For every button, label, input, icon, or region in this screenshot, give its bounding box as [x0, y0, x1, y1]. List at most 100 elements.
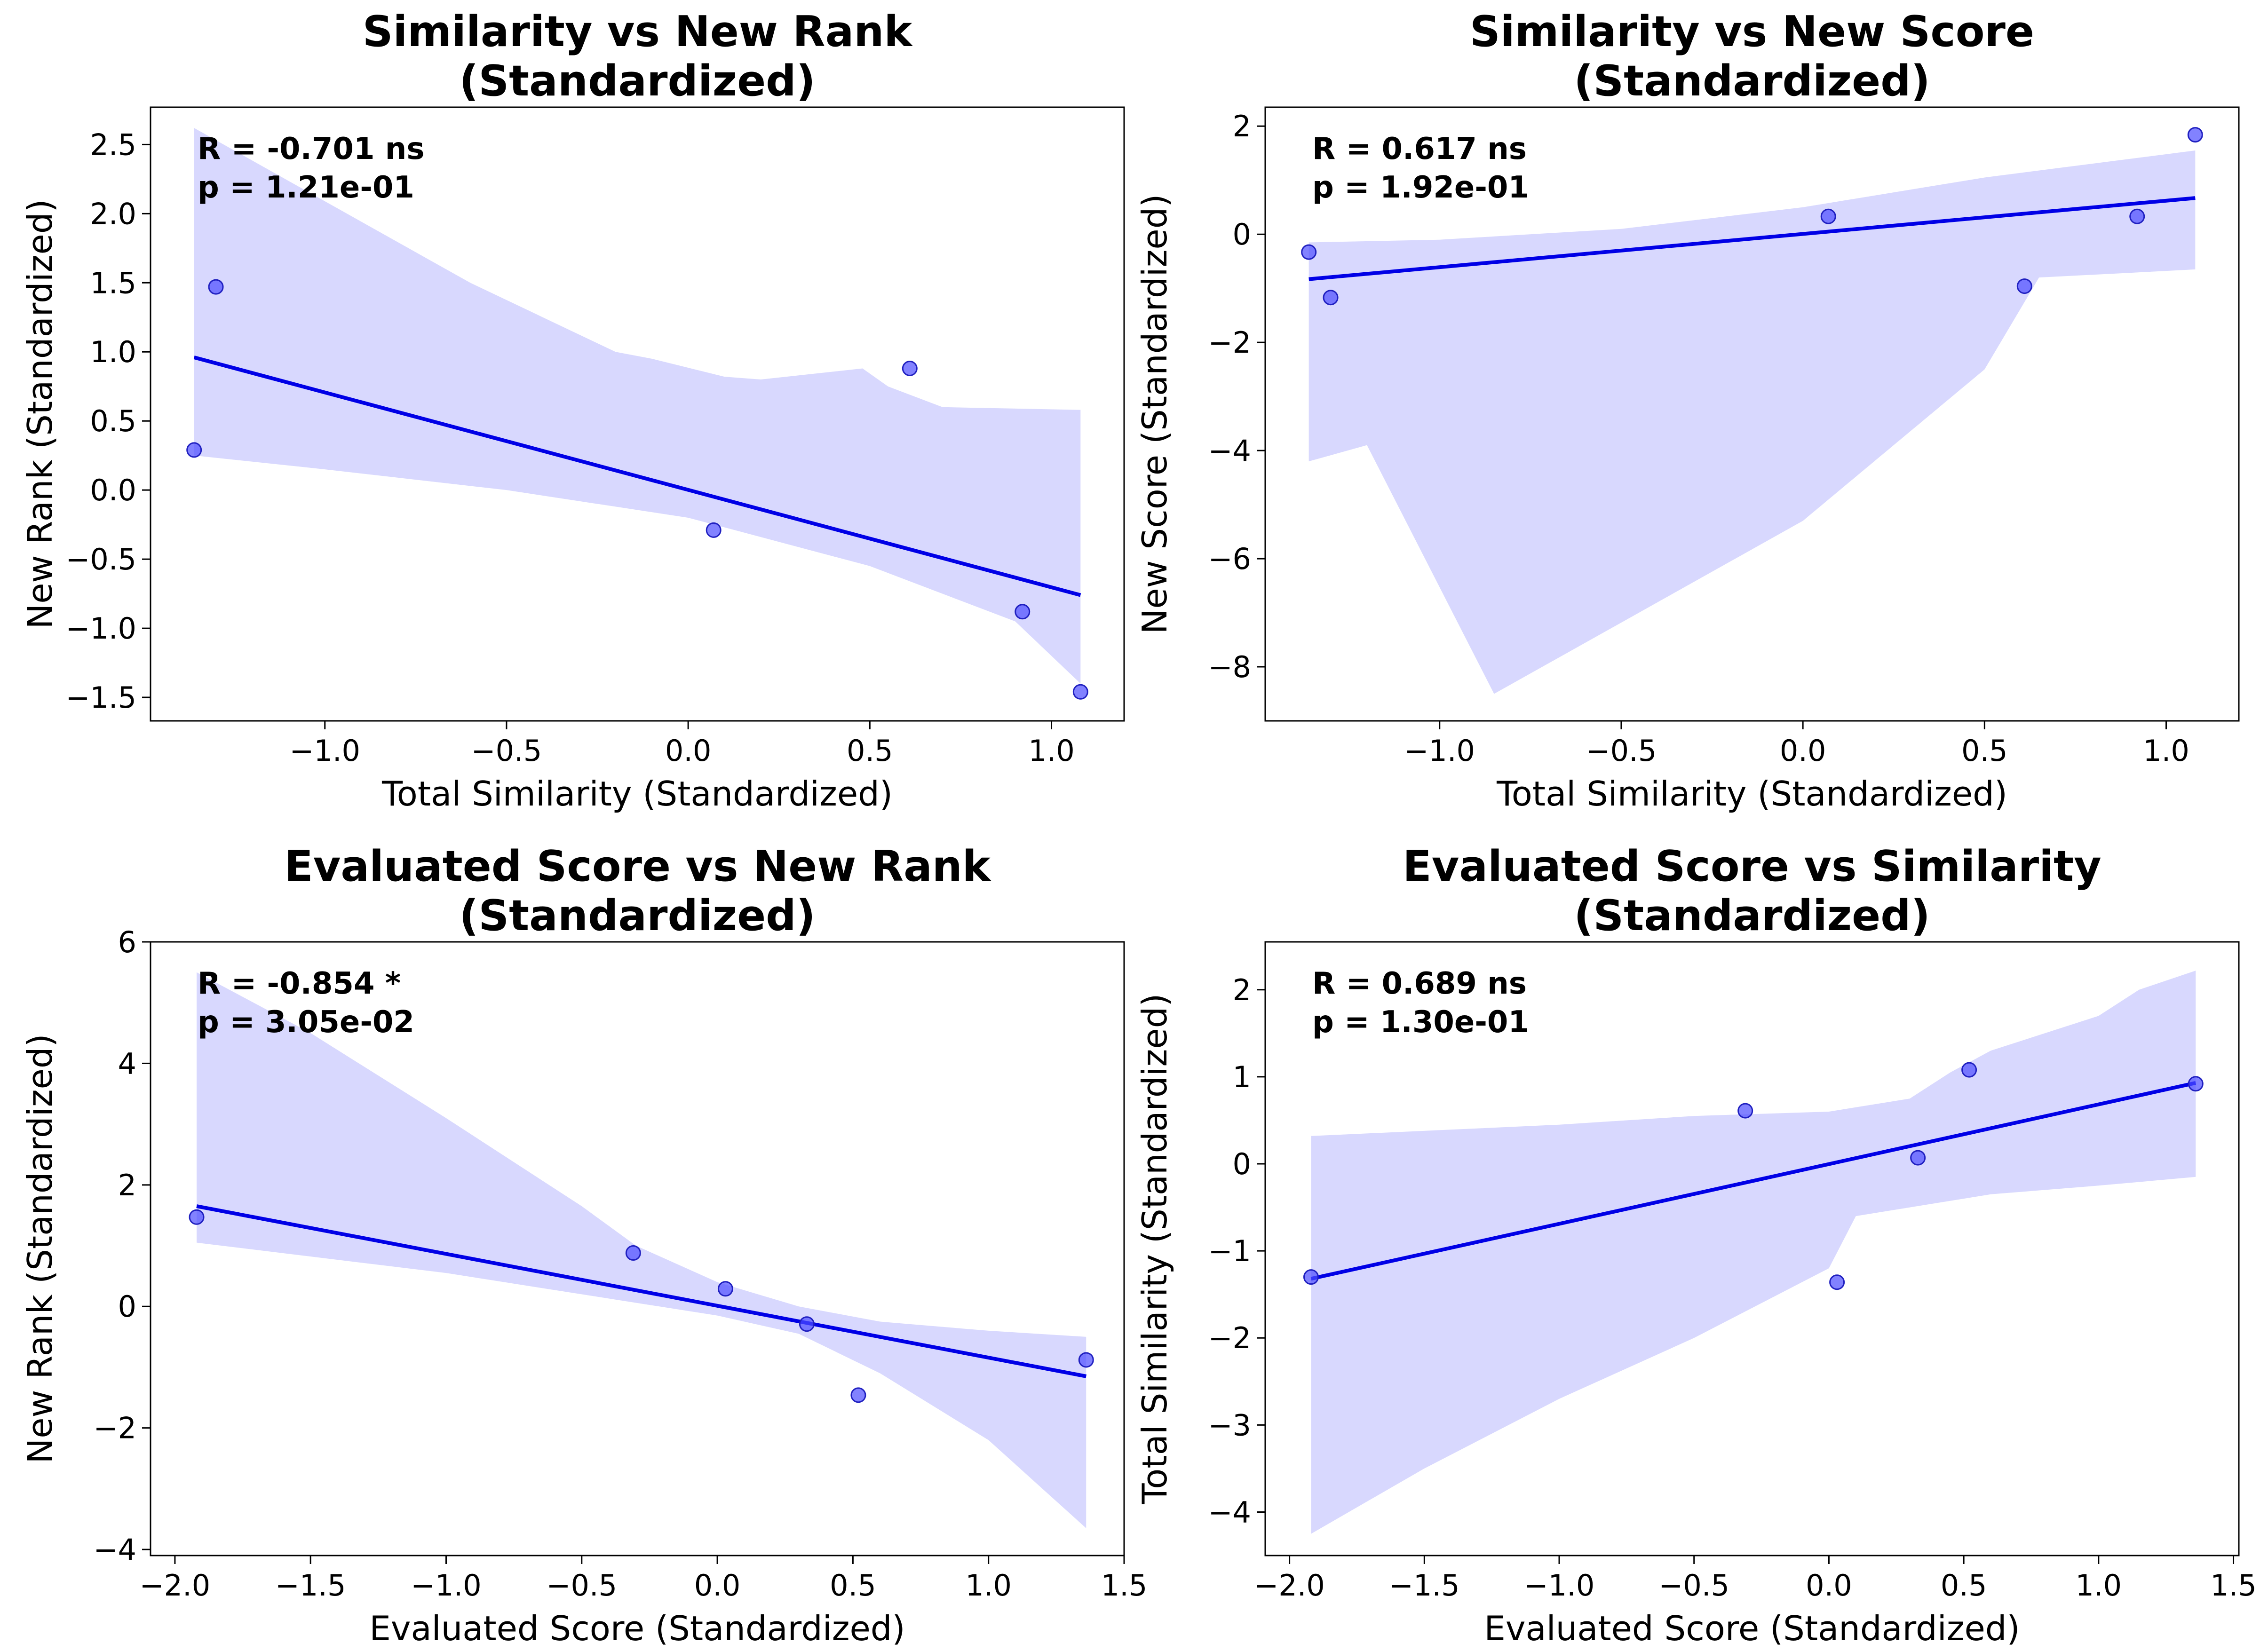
data-point-1	[1301, 244, 1317, 260]
y-tick-label: −6	[1208, 542, 1251, 576]
x-tick-label: −0.5	[471, 734, 542, 768]
data-point-6	[1072, 684, 1088, 700]
y-tick-label: 6	[118, 925, 136, 959]
y-tick-label: 0	[118, 1289, 136, 1324]
regression-line	[1308, 196, 2196, 281]
x-tick-label: −0.5	[1658, 1568, 1729, 1603]
confidence-band	[1311, 971, 2196, 1534]
data-point-2	[625, 1245, 641, 1261]
stat-p: p = 1.92e-01	[1312, 170, 1529, 205]
x-tick-label: 1.5	[1101, 1568, 1148, 1603]
x-axis-label: Evaluated Score (Standardized)	[369, 1609, 905, 1648]
chart-panel-3: −2.0 −1.5 −1.0 −0.5 0.0 0.5 1.0 1.5 −4 −2 0 2 4 6 Eval…	[20, 842, 1147, 1648]
y-tick-label: 2	[1233, 973, 1251, 1007]
data-point-6	[1078, 1352, 1094, 1368]
y-tick-label: 4	[118, 1046, 136, 1081]
data-point-1	[186, 442, 202, 458]
confidence-band	[197, 972, 1086, 1528]
data-point-1	[1303, 1269, 1319, 1285]
data-point-3	[1820, 208, 1836, 224]
x-tick-label: 1.0	[1028, 734, 1075, 768]
y-tick-label: 0	[1233, 217, 1251, 252]
data-point-2	[208, 279, 224, 295]
chart-title-line-1: Similarity vs New Rank	[363, 7, 913, 56]
confidence-band	[194, 128, 1081, 684]
plot-frame	[150, 941, 1125, 1556]
data-point-4	[1910, 1150, 1926, 1166]
data-point-5	[1961, 1062, 1977, 1078]
y-tick-label: −2	[1208, 1321, 1251, 1355]
y-tick-label: −1.5	[65, 680, 136, 715]
data-point-5	[850, 1387, 866, 1403]
stat-r: R = -0.701 ns	[198, 132, 424, 166]
y-tick-label: −3	[1208, 1408, 1251, 1442]
x-tick-label: 0.5	[830, 1568, 876, 1603]
x-axis-label: Total Similarity (Standardized)	[381, 774, 893, 814]
x-tick-label: 0.0	[1780, 734, 1826, 768]
chart-panel-4: −2.0 −1.5 −1.0 −0.5 0.0 0.5 1.0 1.5 −4 −3 −2 −1 0 1 2 E…	[1135, 842, 2257, 1648]
data-point-3	[706, 522, 722, 538]
x-tick-label: 1.5	[2210, 1568, 2257, 1603]
x-tick-label: 1.0	[2076, 1568, 2122, 1603]
x-tick-label: 0.0	[1806, 1568, 1852, 1603]
y-tick-label: −8	[1208, 650, 1251, 684]
y-tick-label: −2	[94, 1411, 136, 1446]
y-axis-label: New Rank (Standardized)	[20, 1034, 60, 1463]
y-axis-label: Total Similarity (Standardized)	[1135, 994, 1174, 1505]
x-tick-label: 1.0	[2143, 734, 2189, 768]
x-tick-label: 0.5	[847, 734, 893, 768]
x-tick-label: 0.5	[1961, 734, 2008, 768]
regression-line	[193, 355, 1081, 597]
stat-r: R = 0.617 ns	[1312, 132, 1527, 166]
chart-title-line-2: (Standardized)	[1574, 56, 1930, 106]
x-tick-label: −0.5	[547, 1568, 618, 1603]
regression-line	[196, 1204, 1087, 1378]
confidence-band	[1308, 150, 2196, 694]
data-point-3	[717, 1281, 733, 1297]
plot-frame	[150, 106, 1125, 722]
stat-p: p = 1.21e-01	[198, 170, 414, 205]
y-tick-label: 0	[1233, 1147, 1251, 1181]
y-tick-label: −4	[1208, 434, 1251, 468]
y-tick-label: −2	[1208, 325, 1251, 360]
stat-p: p = 1.30e-01	[1312, 1005, 1529, 1040]
chart-title-line-1: Evaluated Score vs New Rank	[284, 842, 991, 891]
data-point-4	[902, 361, 918, 377]
y-tick-label: 0.5	[90, 404, 136, 438]
data-point-5	[1015, 604, 1031, 620]
x-tick-label: 1.0	[965, 1568, 1012, 1603]
data-point-1	[189, 1209, 205, 1225]
data-point-2	[1323, 290, 1339, 306]
chart-title-line-2: (Standardized)	[1574, 891, 1930, 940]
x-tick-label: −0.5	[1586, 734, 1657, 768]
y-axis-label: New Rank (Standardized)	[20, 199, 60, 629]
x-tick-label: −1.0	[1404, 734, 1475, 768]
data-point-4	[799, 1316, 815, 1332]
x-tick-label: −1.0	[1524, 1568, 1595, 1603]
data-point-6	[2187, 127, 2203, 143]
y-tick-label: −1.0	[65, 611, 136, 646]
y-tick-label: 1.5	[90, 266, 136, 300]
chart-title-line-2: (Standardized)	[459, 891, 816, 940]
chart-panel-1: −1.0 −0.5 0.0 0.5 1.0 −1.5 −1.0 −0.5 0.0 0.5 1.0 1.…	[20, 7, 1125, 814]
x-axis-label: Evaluated Score (Standardized)	[1484, 1609, 2020, 1648]
stat-r: R = -0.854 *	[198, 966, 401, 1001]
y-axis-label: New Score (Standardized)	[1135, 194, 1174, 634]
data-point-6	[2188, 1076, 2204, 1092]
y-tick-label: 1.0	[90, 335, 136, 369]
chart-panel-2: −1.0 −0.5 0.0 0.5 1.0 −8 −6 −4 −2 0 2 Similarity vs…	[1135, 7, 2240, 814]
x-tick-label: −2.0	[140, 1568, 211, 1603]
chart-title-line-1: Evaluated Score vs Similarity	[1403, 842, 2101, 891]
y-tick-label: −4	[1208, 1495, 1251, 1529]
y-tick-label: −0.5	[65, 542, 136, 577]
chart-title-line-1: Similarity vs New Score	[1470, 7, 2034, 56]
data-point-3	[1829, 1274, 1845, 1290]
y-tick-label: 2.5	[90, 127, 136, 162]
data-point-5	[2129, 208, 2145, 224]
data-point-4	[2016, 278, 2032, 294]
x-tick-label: −1.5	[1389, 1568, 1460, 1603]
stat-r: R = 0.689 ns	[1312, 966, 1527, 1001]
x-tick-label: 0.0	[694, 1568, 741, 1603]
data-point-2	[1737, 1103, 1753, 1119]
